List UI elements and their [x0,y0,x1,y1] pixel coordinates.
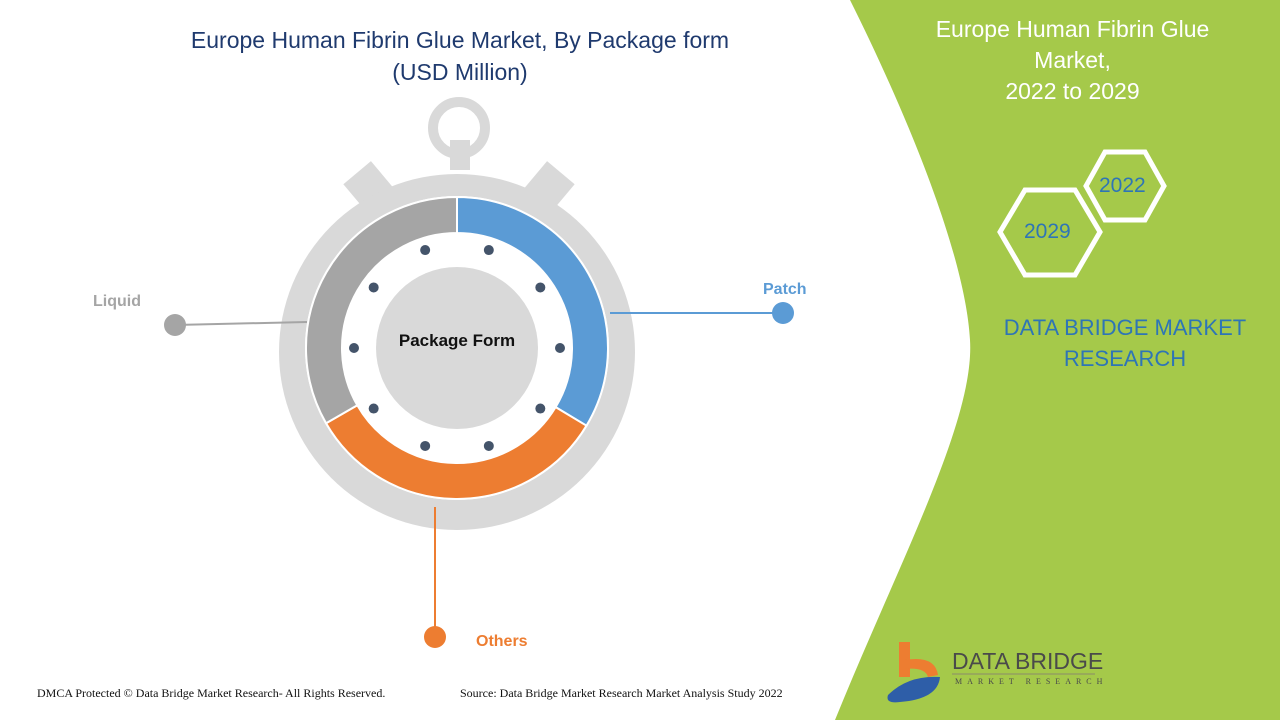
tick-dot [420,245,431,256]
tick-dot [349,343,359,353]
label-others: Others [476,633,528,650]
marker-patch [772,302,794,324]
hexagon-2029 [997,187,1103,278]
brand-line-1: DATA BRIDGE MARKET [1003,315,1247,340]
tick-dot [368,282,379,293]
center-label: Package Form [398,331,516,350]
side-title-line-2: Market, [1034,47,1111,73]
title-line-1: Europe Human Fibrin Glue Market, By Pack… [190,27,730,53]
brand-line-2: RESEARCH [1063,346,1187,371]
label-patch: Patch [763,281,807,298]
footer-source: Source: Data Bridge Market Research Mark… [460,686,783,700]
marker-others [424,626,446,648]
tick-dot [535,282,546,293]
tick-dot [483,440,494,451]
tick-dot [535,403,546,414]
hex-year-2022: 2022 [1099,174,1146,197]
hex-year-2029: 2029 [1024,220,1071,243]
chart-title: Europe Human Fibrin Glue Market, By Pack… [140,24,780,88]
logo-name: DATA BRIDGE [952,648,1104,674]
center-circle [376,267,538,429]
side-title-line-3: 2022 to 2029 [1005,78,1140,104]
logo-tagline: MARKET RESEARCH [955,677,1108,686]
side-panel [835,0,1280,720]
leader-line-liquid [174,321,308,326]
side-panel-title: Europe Human Fibrin Glue Market, 2022 to… [900,14,1245,107]
tick-dots [349,245,565,451]
label-liquid: Liquid [93,293,141,310]
tick-dot [420,440,431,451]
hexagon-2022 [1083,149,1167,223]
footer-copyright: DMCA Protected © Data Bridge Market Rese… [37,686,386,700]
donut-segment-liquid [305,195,458,425]
side-title-line-1: Europe Human Fibrin Glue [935,16,1210,42]
marker-liquid [164,314,186,336]
tick-dot [368,403,379,414]
tick-dot [483,245,494,256]
data-bridge-logo [887,642,1095,703]
brand-text: DATA BRIDGE MARKET RESEARCH [985,312,1265,374]
tick-dot [555,343,565,353]
title-line-2: (USD Million) [392,59,528,85]
